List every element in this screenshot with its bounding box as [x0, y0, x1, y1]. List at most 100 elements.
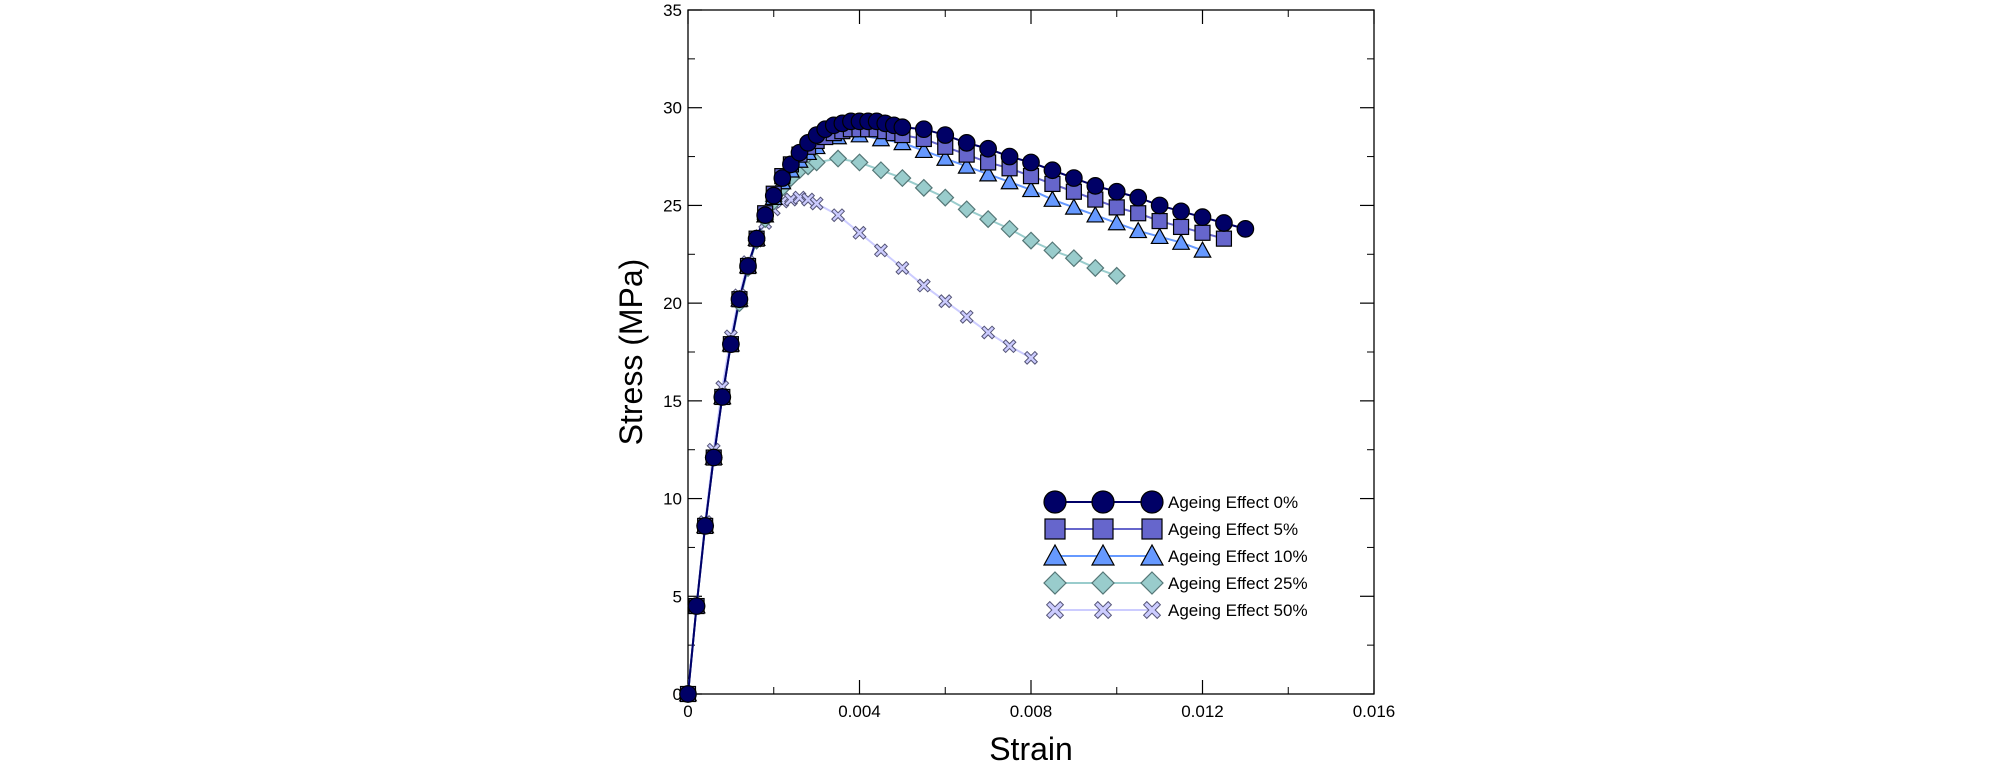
data-point [1043, 190, 1062, 207]
legend-marker [1141, 518, 1163, 540]
data-point [1021, 231, 1041, 250]
data-point [957, 156, 976, 174]
data-point [1172, 202, 1190, 221]
legend-marker [1043, 571, 1067, 595]
data-point [935, 149, 955, 166]
legend-marker [1091, 490, 1115, 514]
data-point [850, 153, 869, 172]
y-axis-title: Stress (MPa) [613, 259, 649, 446]
y-tick-label: 5 [673, 587, 682, 606]
data-point [713, 388, 732, 406]
x-tick-label: 0.016 [1353, 702, 1396, 721]
data-point [1108, 199, 1125, 216]
data-point [809, 196, 824, 211]
data-point [1000, 147, 1019, 166]
data-point [1107, 266, 1126, 285]
data-point [1151, 212, 1168, 230]
data-point [1129, 188, 1148, 207]
data-point [1022, 153, 1040, 172]
data-point [914, 120, 933, 139]
data-point [1000, 219, 1019, 238]
legend-marker [1140, 571, 1164, 595]
data-point [1128, 221, 1148, 239]
data-point [1215, 230, 1233, 247]
legend-marker [1092, 518, 1114, 540]
data-point [914, 141, 934, 159]
series-line [687, 196, 1032, 695]
legend-marker [1142, 600, 1162, 620]
legend-label: Ageing Effect 10% [1168, 547, 1308, 566]
data-point [828, 149, 848, 168]
data-point [957, 134, 976, 152]
x-tick-label: 0 [683, 702, 692, 721]
data-point [979, 210, 998, 229]
data-point [756, 206, 775, 225]
data-point [1194, 224, 1211, 241]
y-tick-label: 10 [663, 490, 682, 509]
data-point [704, 448, 723, 467]
data-point [679, 685, 697, 703]
legend-label: Ageing Effect 25% [1168, 574, 1308, 593]
legend-marker [1093, 600, 1113, 620]
data-point [696, 517, 715, 535]
data-point [722, 335, 740, 354]
data-point [936, 126, 955, 144]
data-point [893, 118, 912, 137]
data-point [831, 208, 846, 223]
data-point [979, 139, 997, 158]
data-point [1086, 177, 1105, 195]
data-point [1130, 205, 1147, 222]
data-point [1236, 220, 1255, 238]
data-point [1086, 258, 1105, 278]
data-point [1002, 339, 1017, 354]
x-tick-label: 0.012 [1181, 702, 1224, 721]
data-point [739, 257, 757, 275]
legend-marker [1043, 490, 1067, 514]
legend-label: Ageing Effect 5% [1168, 520, 1298, 539]
data-point [959, 309, 974, 324]
y-tick-label: 0 [673, 685, 682, 704]
data-point [1064, 249, 1083, 268]
y-tick-label: 15 [663, 392, 682, 411]
data-point [1043, 161, 1062, 180]
data-point [914, 178, 933, 197]
data-point [852, 225, 867, 240]
legend-marker [1045, 600, 1065, 620]
data-point [1150, 196, 1169, 215]
data-point [1215, 214, 1233, 232]
data-point [730, 290, 749, 309]
data-point [936, 188, 955, 207]
data-point [687, 597, 706, 615]
legend: Ageing Effect 0% Ageing Effect 5% Ageing E… [1042, 490, 1308, 620]
legend-label: Ageing Effect 0% [1168, 493, 1298, 512]
y-tick-label: 35 [663, 1, 682, 20]
legend-marker [1090, 543, 1116, 566]
data-point [1023, 350, 1039, 365]
data-point [1065, 169, 1083, 187]
y-tick-label: 30 [663, 99, 682, 118]
data-point [981, 325, 996, 340]
legend-marker [1091, 571, 1115, 595]
data-point [1107, 213, 1127, 231]
data-point [1171, 233, 1191, 250]
legend-label: Ageing Effect 50% [1168, 601, 1308, 620]
data-point [1021, 180, 1041, 198]
data-point [1150, 227, 1169, 245]
data-point [1172, 218, 1190, 236]
data-point [1193, 240, 1212, 258]
data-point [938, 294, 953, 309]
data-point [895, 260, 910, 275]
data-point [893, 168, 912, 188]
legend-marker [1139, 543, 1165, 566]
data-point [764, 186, 783, 205]
data-point [957, 200, 976, 219]
x-axis-title: Strain [989, 731, 1073, 767]
data-point [916, 278, 931, 293]
data-point [871, 161, 891, 180]
legend-marker [1042, 543, 1068, 566]
data-point [1086, 205, 1105, 223]
data-point [978, 164, 998, 182]
data-point [1064, 197, 1084, 215]
legend-marker [1044, 518, 1066, 540]
